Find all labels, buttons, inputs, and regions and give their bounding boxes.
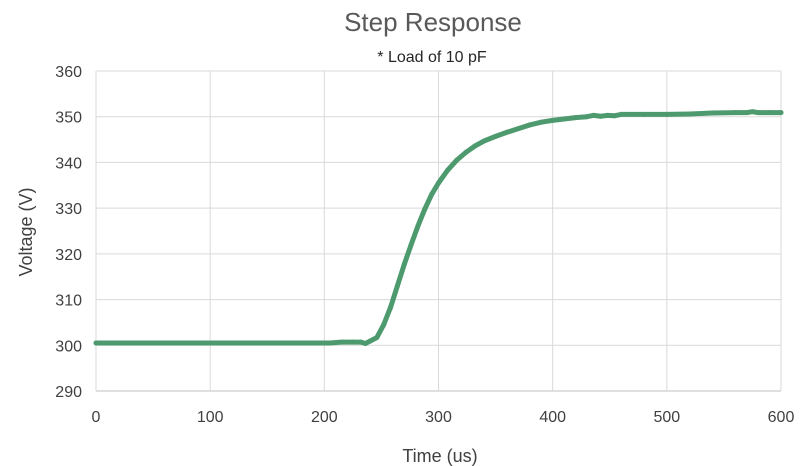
data-point: [767, 110, 773, 116]
series-layer: [93, 109, 784, 346]
data-point: [573, 115, 578, 121]
data-point: [618, 111, 624, 117]
data-point: [388, 304, 394, 310]
data-point: [515, 126, 521, 132]
data-point: [207, 340, 213, 346]
data-point: [755, 110, 761, 116]
y-tick-label-360: 360: [55, 64, 82, 81]
data-point: [445, 167, 451, 173]
y-tick-label-330: 330: [55, 201, 82, 218]
data-point: [591, 112, 597, 118]
data-point: [362, 340, 368, 346]
data-point: [472, 143, 478, 149]
data-point: [687, 111, 693, 117]
data-point: [744, 110, 750, 116]
data-point: [321, 340, 327, 346]
data-point: [150, 340, 156, 346]
x-tick-label-0: 0: [92, 409, 101, 426]
data-point: [778, 110, 784, 116]
data-point: [264, 340, 270, 346]
data-point: [415, 223, 421, 229]
data-point: [538, 119, 544, 125]
y-tick-label-340: 340: [55, 155, 82, 172]
y-axis-title: Voltage (V): [16, 187, 36, 276]
data-point: [374, 335, 380, 341]
data-point: [604, 112, 610, 118]
data-point: [584, 114, 590, 120]
data-point: [93, 340, 99, 346]
data-point: [493, 133, 499, 139]
data-point: [408, 242, 414, 248]
y-tick-label-320: 320: [55, 247, 82, 264]
chart-subtitle: * Load of 10 pF: [377, 49, 487, 66]
data-point: [504, 129, 510, 135]
y-tick-label-350: 350: [55, 110, 82, 127]
y-tick-label-290: 290: [55, 384, 82, 401]
data-point: [527, 122, 533, 128]
data-point: [481, 138, 487, 144]
x-tick-label-300: 300: [425, 409, 452, 426]
data-point: [436, 180, 441, 186]
x-axis-title: Time (us): [402, 446, 477, 466]
y-tick-label-310: 310: [55, 293, 82, 310]
data-point: [401, 261, 407, 267]
y-tick-label-300: 300: [55, 338, 82, 355]
data-point: [732, 110, 738, 116]
data-point: [710, 110, 715, 116]
data-point: [561, 116, 567, 122]
data-point: [454, 157, 460, 163]
x-tick-label-100: 100: [197, 409, 224, 426]
data-point: [358, 339, 364, 345]
data-point: [550, 117, 556, 123]
data-point: [598, 113, 604, 119]
chart-title: Step Response: [344, 7, 522, 37]
data-point: [381, 322, 387, 328]
series-points-0: [93, 109, 784, 346]
data-point: [749, 109, 755, 115]
data-point: [350, 339, 356, 345]
x-tick-label-500: 500: [653, 409, 680, 426]
data-point: [611, 113, 617, 119]
x-tick-label-400: 400: [539, 409, 566, 426]
data-point: [463, 149, 469, 155]
data-point: [422, 206, 428, 212]
x-tick-label-600: 600: [768, 409, 795, 426]
data-point: [327, 340, 333, 346]
data-point: [338, 339, 344, 345]
gridlines: [95, 70, 782, 392]
x-tick-label-200: 200: [311, 409, 338, 426]
data-point: [664, 111, 670, 117]
data-point: [641, 111, 647, 117]
tick-labels: 290 300 310 320 330 340 350 360 0 100 200 300 400 500…: [55, 64, 794, 426]
data-point: [429, 191, 435, 197]
data-point: [367, 338, 373, 344]
data-point: [394, 283, 400, 289]
